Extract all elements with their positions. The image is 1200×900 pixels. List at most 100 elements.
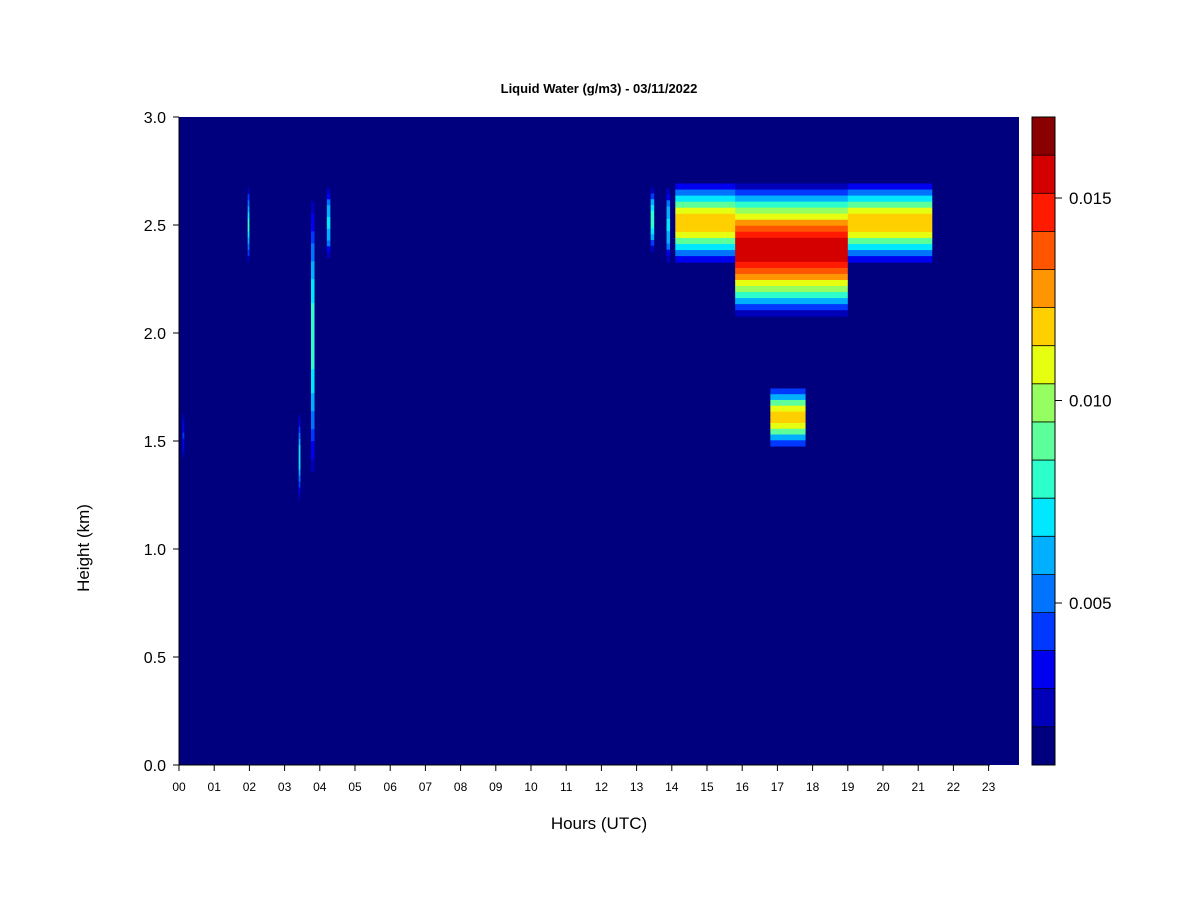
heatmap-cell: [311, 213, 315, 220]
x-axis: 00 01 02 03 04 05 06 07 08 09 10 11 12 13 14 15 16 17 18 19…: [172, 764, 996, 794]
heatmap-cell: [311, 261, 315, 268]
heatmap-cell: [735, 292, 848, 299]
heatmap-cell: [247, 231, 250, 238]
heatmap-cell: [311, 387, 315, 394]
heatmap-cell: [666, 187, 671, 195]
heatmap-cell: [735, 195, 848, 203]
x-tick-label: 04: [313, 780, 327, 794]
heatmap-cell: [311, 291, 315, 298]
colorbar-swatch: [1032, 460, 1055, 499]
cloud-feature: [298, 414, 301, 501]
x-tick-label: 18: [806, 780, 820, 794]
heatmap-cell: [770, 423, 806, 430]
heatmap-cell: [247, 187, 250, 195]
y-tick-label: 1.5: [144, 434, 166, 451]
heatmap-cell: [182, 438, 185, 446]
heatmap-cell: [298, 451, 301, 458]
heatmap-cell: [666, 218, 671, 226]
x-tick-label: 13: [630, 780, 644, 794]
colorbar-swatch: [1032, 307, 1055, 347]
heatmap-cell: [247, 243, 250, 251]
heatmap-cell: [247, 249, 250, 257]
cloud-feature: [182, 414, 185, 458]
colorbar-swatch: [1032, 345, 1055, 385]
heatmap-cell: [311, 237, 315, 244]
heatmap-cell: [311, 453, 315, 460]
colorbar-swatch: [1032, 498, 1055, 537]
heatmap-cell: [311, 297, 315, 304]
x-tick-label: 12: [595, 780, 609, 794]
heatmap-cell: [311, 363, 315, 370]
heatmap-cell: [770, 405, 806, 412]
heatmap-cell: [311, 285, 315, 292]
heatmap-cell: [770, 434, 806, 441]
heatmap-cell: [326, 205, 331, 212]
cloud-feature: [666, 187, 671, 263]
y-tick-label: 2.5: [144, 218, 166, 235]
heatmap-cell: [666, 255, 671, 263]
heatmap-cell: [311, 399, 315, 406]
heatmap-cell: [311, 465, 315, 472]
colorbar-swatch: [1032, 612, 1055, 652]
colorbar-swatch: [1032, 193, 1055, 232]
x-tick-label: 19: [841, 780, 855, 794]
heatmap-cell: [247, 225, 250, 232]
heatmap-cell: [311, 207, 315, 214]
heatmap-cell: [735, 255, 848, 263]
heatmap-cell: [311, 201, 315, 208]
heatmap-cell: [735, 183, 848, 191]
heatmap-cell: [298, 493, 301, 501]
heatmap-cell: [650, 222, 655, 229]
x-tick-label: 07: [419, 780, 433, 794]
heatmap-cell: [770, 417, 806, 424]
heatmap-cell: [311, 249, 315, 256]
heatmap-cell: [311, 345, 315, 352]
heatmap-cell: [770, 440, 806, 447]
heatmap-cell: [311, 267, 315, 274]
heatmap-cell: [770, 399, 806, 407]
heatmap-cell: [770, 428, 806, 436]
heatmap-cell: [770, 394, 806, 401]
colorbar-swatch: [1032, 421, 1055, 461]
heatmap-cell: [311, 411, 315, 418]
heatmap-cell: [735, 225, 848, 233]
colorbar-swatch: [1032, 650, 1055, 690]
heatmap-cell: [666, 194, 671, 201]
colorbar-swatch: [1032, 536, 1055, 575]
heatmap-cell: [298, 420, 301, 428]
heatmap-cell: [298, 475, 301, 482]
heatmap-cell: [311, 303, 315, 310]
heatmap-cell: [247, 212, 250, 220]
y-axis-label: Height (km): [74, 504, 93, 592]
heatmap-cell: [182, 426, 185, 434]
x-tick-label: 05: [348, 780, 362, 794]
cloud-feature: [735, 183, 848, 317]
x-tick-label: 08: [454, 780, 468, 794]
x-tick-label: 03: [278, 780, 292, 794]
heatmap-cell: [298, 487, 301, 495]
heatmap-cell: [735, 231, 848, 239]
y-tick-label: 1.0: [144, 542, 166, 559]
heatmap-cell: [247, 237, 250, 245]
heatmap-cell: [650, 210, 655, 218]
heatmap-cell: [182, 444, 185, 452]
x-tick-label: 11: [560, 780, 573, 794]
x-tick-label: 01: [208, 780, 222, 794]
heatmap-cell: [247, 206, 250, 214]
heatmap-cell: [311, 393, 315, 400]
heatmap-cell: [247, 218, 250, 226]
heatmap-cell: [326, 187, 331, 195]
heatmap-cell: [311, 351, 315, 358]
heatmap-cell: [735, 189, 848, 197]
heatmap-cell: [666, 200, 671, 207]
cloud-feature: [247, 187, 250, 263]
x-tick-label: 02: [243, 780, 257, 794]
y-tick-label: 0.0: [144, 758, 166, 775]
heatmap-cell: [311, 333, 315, 340]
x-tick-label: 00: [172, 780, 186, 794]
heatmap-cell: [311, 381, 315, 388]
heatmap-cell: [650, 199, 655, 206]
heatmap-cell: [735, 267, 848, 275]
heatmap-cell: [311, 255, 315, 262]
heatmap-cell: [326, 216, 331, 224]
